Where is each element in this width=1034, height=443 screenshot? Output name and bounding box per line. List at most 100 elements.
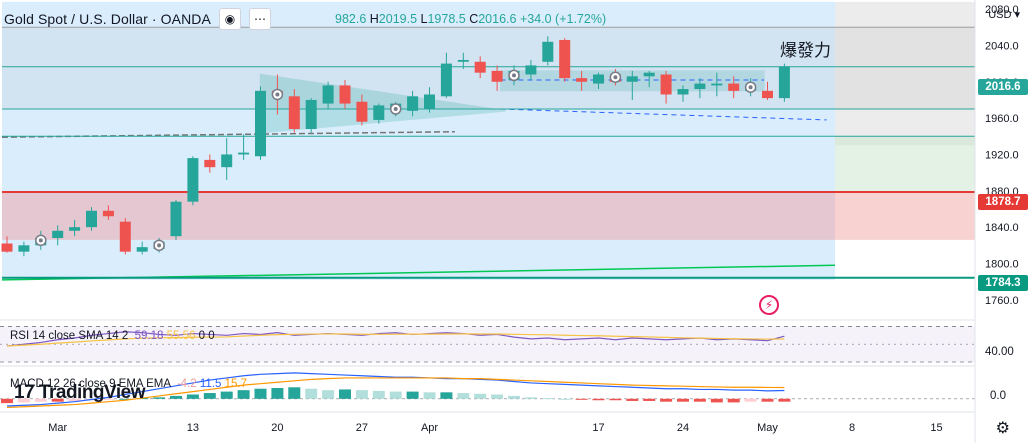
macd-hist-bar-11 — [186, 394, 199, 399]
rsi-extra: 0 0 — [198, 330, 215, 342]
last-price-tag: 2016.6 — [978, 79, 1028, 95]
candle-body-46 — [778, 66, 790, 99]
candle-body-10 — [170, 201, 182, 237]
candle-body-26 — [440, 63, 452, 97]
candle-body-27 — [457, 59, 469, 62]
macd-hist-bar-43 — [727, 398, 740, 403]
gear-icon[interactable]: ⚙ — [995, 420, 1010, 437]
macd-hist-bar-32 — [541, 398, 554, 400]
candle-body-29 — [491, 70, 503, 82]
candle-body-5 — [86, 210, 97, 228]
macd-axis-tick: 0.0 — [990, 390, 1006, 402]
candle-body-4 — [69, 227, 81, 231]
price-axis-tick-2: 1840.0 — [985, 222, 1019, 234]
rsi-sma-line — [6, 333, 785, 347]
macd-line — [6, 372, 785, 407]
red-zone — [2, 191, 975, 240]
time-axis-tick-1: 13 — [187, 422, 199, 434]
rsi-line — [6, 331, 785, 347]
red-line-price-tag: 1878.7 — [978, 194, 1028, 210]
candle-body-15 — [255, 90, 266, 157]
macd-hist-bar-42 — [710, 398, 723, 403]
currency-label: USD — [988, 8, 1012, 21]
macd-hist-bar-3 — [51, 398, 64, 402]
price-axis-tick-0: 1760.0 — [985, 295, 1019, 307]
ohlc-close: 2016.6 — [478, 12, 517, 26]
chart-header: Gold Spot / U.S. Dollar · OANDA ◉ ⋯ — [4, 8, 271, 30]
macd-hist-bar-27 — [457, 393, 470, 399]
candle-body-1 — [18, 245, 30, 252]
event-marker-dot-1 — [157, 243, 162, 248]
candle-body-14 — [238, 152, 250, 155]
candle-body-21 — [356, 101, 368, 122]
candle-body-41 — [694, 83, 706, 90]
price-axis-tick-5: 1960.0 — [985, 113, 1019, 125]
ohlc-open: 982.6 — [335, 12, 367, 26]
macd-hist-bar-10 — [170, 395, 182, 399]
candle-body-11 — [187, 158, 199, 202]
candle-body-24 — [407, 96, 419, 111]
symbol-title[interactable]: Gold Spot / U.S. Dollar · OANDA — [4, 11, 211, 27]
price-axis-tick-4: 1920.0 — [985, 149, 1019, 161]
macd-hist-bar-37 — [626, 398, 639, 401]
macd-hist-bar-15 — [254, 388, 267, 399]
rsi-value: 59.18 — [134, 330, 164, 342]
macd-hist-bar-6 — [102, 398, 115, 400]
currency-selector[interactable]: USD ▾ — [988, 8, 1020, 22]
candle-body-43 — [728, 83, 740, 91]
event-marker-dot-5 — [613, 75, 618, 80]
candle-body-33 — [559, 39, 571, 79]
blue-zone — [2, 1, 835, 280]
chevron-down-icon: ▾ — [1014, 9, 1020, 21]
gray-zone-extension — [835, 1, 975, 146]
time-axis-tick-3: 27 — [356, 422, 368, 434]
eye-icon[interactable]: ◉ — [218, 8, 241, 30]
macd-hist-bar-21 — [355, 390, 368, 399]
event-marker-dot-4 — [512, 73, 516, 78]
macd-hist-bar-4 — [68, 398, 81, 401]
macd-hist-bar-38 — [643, 398, 656, 401]
macd-hist-bar-28 — [474, 393, 487, 399]
bolt-icon[interactable]: ⚡ — [759, 295, 779, 315]
candle-body-17 — [288, 96, 300, 130]
macd-hist-bar-24 — [406, 391, 419, 399]
price-axis: 1760.01800.01840.01880.01920.01960.02000… — [985, 4, 1019, 307]
macd-hist-bar-1 — [17, 398, 30, 403]
rsi-legend[interactable]: RSI 14 close SMA 14 2 59.18 55.56 0 0 — [10, 330, 215, 342]
event-marker-dot-3 — [393, 107, 398, 112]
candles — [1, 36, 790, 257]
candle-body-7 — [119, 221, 131, 252]
rsi-label: RSI 14 close SMA 14 2 — [10, 330, 129, 342]
ohlc-change: +34.0 (+1.72%) — [519, 12, 607, 26]
tradingview-logo-mark: 17 — [14, 382, 35, 403]
candle-body-18 — [305, 99, 317, 130]
green-zone-extension — [835, 136, 975, 192]
green-line-price-tag: 1784.3 — [978, 275, 1028, 291]
macd-hist-bar-26 — [440, 392, 453, 399]
candle-body-8 — [136, 247, 148, 252]
macd-hist-bar-46 — [778, 398, 791, 402]
macd-hist-bar-25 — [423, 392, 436, 399]
candle-body-12 — [204, 159, 216, 168]
candle-body-35 — [593, 74, 604, 84]
macd-hist-bar-7 — [119, 398, 132, 400]
candle-body-40 — [677, 89, 689, 95]
tradingview-wordmark: TradingView — [38, 382, 146, 403]
candle-body-0 — [1, 243, 13, 252]
macd-hist-bar-20 — [339, 389, 351, 399]
time-axis-tick-4: Apr — [421, 422, 438, 434]
candle-body-3 — [52, 230, 64, 239]
time-axis-tick-2: 20 — [271, 422, 283, 434]
ohlc-high: 2019.5 — [378, 12, 418, 26]
macd-legend[interactable]: MACD 12 26 close 9 EMA EMA -4.2 11.5 15.… — [10, 378, 247, 390]
candle-body-13 — [221, 154, 233, 168]
event-marker-dot-6 — [748, 85, 753, 90]
macd-hist-bar-36 — [609, 398, 622, 401]
more-options-button[interactable]: ⋯ — [248, 8, 271, 30]
candle-body-19 — [322, 85, 334, 104]
ohlc-high-label: H — [369, 12, 379, 26]
macd-hist-bar-39 — [660, 398, 673, 402]
macd-hist-value: -4.2 — [176, 378, 197, 390]
chart-annotation[interactable]: 爆發力 — [780, 41, 831, 61]
